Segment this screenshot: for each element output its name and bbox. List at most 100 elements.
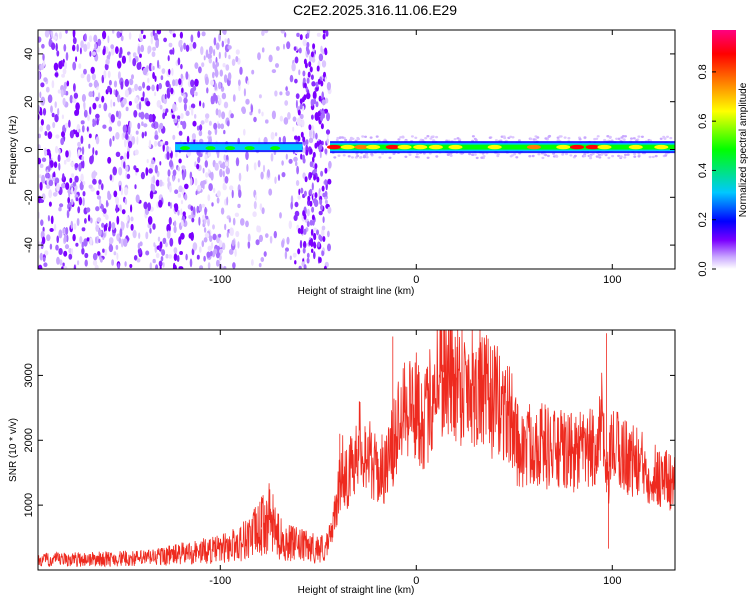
- noise-cell: [151, 84, 155, 92]
- noise-cell: [152, 71, 156, 80]
- band-green-right: [330, 144, 675, 150]
- noise-cell: [213, 187, 216, 194]
- noise-cell: [309, 66, 313, 73]
- noise-cell: [156, 84, 159, 92]
- noise-cell: [194, 114, 197, 119]
- noise-cell: [317, 78, 321, 85]
- noise-cell: [213, 49, 216, 57]
- noise-cell: [49, 228, 54, 232]
- noise-cell: [285, 153, 288, 160]
- noise-cell: [75, 197, 79, 202]
- noise-cell: [126, 173, 131, 180]
- noise-cell: [222, 242, 226, 251]
- noise-cell: [61, 183, 66, 189]
- noise-cell: [306, 257, 310, 264]
- noise-cell: [81, 227, 86, 232]
- noise-cell: [72, 37, 77, 45]
- halo-cell: [548, 134, 552, 138]
- noise-cell: [306, 77, 310, 84]
- noise-cell: [86, 41, 91, 50]
- noise-cell: [223, 74, 228, 83]
- noise-cell: [154, 244, 158, 253]
- noise-cell: [319, 235, 323, 242]
- halo-cell: [426, 156, 430, 159]
- noise-cell: [79, 47, 82, 55]
- noise-cell: [309, 172, 313, 179]
- halo-cell: [531, 154, 535, 158]
- halo-cell: [537, 153, 541, 156]
- noise-cell: [41, 43, 45, 49]
- halo-cell: [471, 135, 475, 138]
- noise-cell: [152, 258, 156, 264]
- noise-cell: [215, 95, 218, 104]
- noise-cell: [72, 233, 76, 242]
- noise-cell: [47, 131, 53, 140]
- noise-cell: [196, 163, 200, 170]
- noise-cell: [157, 59, 160, 69]
- noise-cell: [84, 259, 88, 267]
- colorbar-tick-label: 0.6: [697, 114, 709, 129]
- halo-cell: [640, 135, 644, 138]
- noise-cell: [209, 236, 213, 242]
- snr-x-ticks: -100 0 100: [209, 330, 621, 587]
- noise-cell: [53, 62, 59, 71]
- noise-cell: [304, 62, 308, 69]
- noise-cell: [312, 151, 316, 158]
- noise-cell: [257, 160, 261, 168]
- noise-cell: [168, 42, 173, 48]
- noise-cell: [315, 81, 319, 88]
- noise-cell: [46, 124, 51, 131]
- noise-cell: [111, 259, 114, 266]
- halo-cell: [336, 136, 340, 140]
- noise-cell: [136, 62, 142, 70]
- noise-cell: [200, 120, 205, 125]
- noise-cell: [121, 55, 126, 64]
- halo-cell: [410, 135, 414, 138]
- noise-cell: [181, 219, 184, 227]
- noise-cell: [213, 122, 218, 130]
- noise-cell: [123, 152, 127, 161]
- noise-cell: [201, 31, 206, 37]
- noise-cell: [92, 90, 95, 98]
- noise-cell: [150, 159, 155, 165]
- noise-cell: [201, 203, 205, 208]
- noise-cell: [320, 80, 324, 87]
- noise-cell: [165, 253, 169, 259]
- noise-cell: [279, 212, 282, 219]
- noise-cell: [138, 85, 142, 91]
- noise-cell: [39, 111, 43, 116]
- noise-cell: [207, 168, 210, 174]
- noise-cell: [130, 204, 133, 213]
- noise-cell: [185, 110, 190, 117]
- halo-cell: [563, 136, 567, 139]
- noise-cell: [67, 189, 72, 194]
- noise-cell: [39, 91, 42, 99]
- noise-cell: [78, 128, 81, 133]
- noise-cell: [219, 69, 223, 77]
- noise-cell: [120, 35, 124, 42]
- noise-cell: [207, 151, 211, 157]
- noise-cell: [215, 42, 220, 50]
- noise-cell: [198, 203, 202, 213]
- noise-cell: [224, 161, 229, 167]
- noise-cell: [314, 163, 318, 170]
- noise-cell: [253, 162, 257, 171]
- noise-cell: [158, 82, 162, 90]
- noise-cell: [197, 184, 202, 192]
- noise-cell: [43, 77, 48, 82]
- noise-cell: [216, 190, 221, 197]
- noise-cell: [203, 217, 207, 225]
- noise-cell: [235, 49, 240, 55]
- noise-cell: [49, 160, 54, 168]
- noise-cell: [49, 152, 52, 160]
- noise-cell: [103, 224, 108, 233]
- noise-cell: [146, 65, 149, 73]
- noise-cell: [108, 244, 114, 253]
- noise-cell: [292, 126, 295, 132]
- noise-cell: [289, 74, 294, 83]
- noise-cell: [150, 31, 154, 38]
- noise-cell: [277, 174, 281, 182]
- halo-cell: [595, 137, 599, 140]
- noise-cell: [112, 30, 115, 34]
